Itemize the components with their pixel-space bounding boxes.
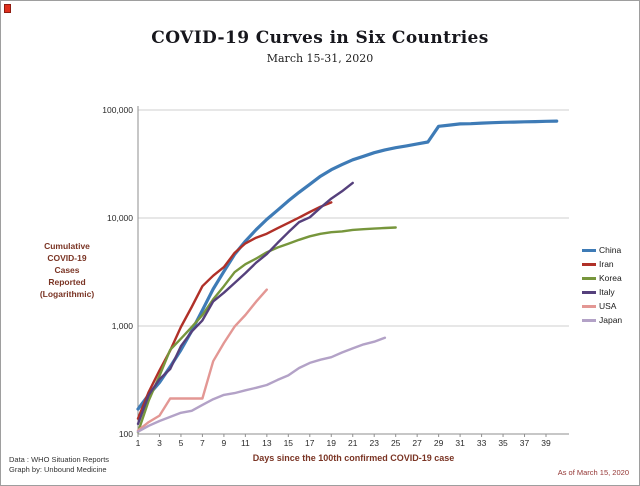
x-tick-label: 27 — [412, 438, 422, 448]
x-tick-label: 37 — [520, 438, 530, 448]
chart-subtitle: March 15-31, 2020 — [266, 52, 374, 65]
y-tick-label: 100 — [119, 429, 133, 439]
y-axis-title-line: Cumulative — [44, 241, 90, 251]
x-tick-label: 7 — [200, 438, 205, 448]
legend-item: Korea — [582, 271, 622, 285]
x-tick-label: 19 — [327, 438, 337, 448]
x-tick-label: 33 — [477, 438, 487, 448]
legend-label: China — [599, 245, 622, 255]
legend-swatch — [582, 262, 596, 266]
y-axis-title-line: Reported — [48, 277, 86, 287]
legend-swatch — [582, 276, 596, 280]
y-axis-title: Cumulative COVID-19 Cases Reported (Loga… — [19, 240, 115, 300]
legend: China Iran Korea Italy USA Japan — [582, 243, 622, 327]
legend-label: Italy — [599, 287, 615, 297]
x-tick-label: 31 — [455, 438, 465, 448]
legend-swatch — [582, 304, 596, 308]
x-tick-label: 35 — [498, 438, 508, 448]
x-tick-label: 39 — [541, 438, 551, 448]
series-line-japan — [136, 336, 387, 433]
y-axis-title-line: COVID-19 — [47, 253, 87, 263]
legend-item: China — [582, 243, 622, 257]
legend-swatch — [582, 290, 596, 294]
legend-label: USA — [599, 301, 617, 311]
series-line-usa — [136, 288, 268, 432]
legend-label: Korea — [599, 273, 622, 283]
x-axis-title: Days since the 100th confirmed COVID-19 … — [252, 453, 455, 463]
legend-label: Iran — [599, 259, 614, 269]
red-corner-marker-icon — [4, 4, 11, 13]
x-tick-label: 25 — [391, 438, 401, 448]
y-axis-title-line: (Logarithmic) — [39, 289, 95, 299]
chart-title: COVID-19 Curves in Six Countries — [151, 28, 489, 48]
legend-swatch — [582, 248, 596, 252]
x-tick-label: 17 — [305, 438, 315, 448]
data-source-line: Data : WHO Situation Reports — [9, 455, 110, 464]
series-line-korea — [136, 226, 397, 434]
y-tick-label: 10,000 — [107, 213, 133, 223]
y-tick-label: 100,000 — [102, 105, 133, 115]
x-tick-label: 9 — [222, 438, 227, 448]
x-tick-label: 13 — [262, 438, 272, 448]
legend-swatch — [582, 318, 596, 322]
x-tick-label: 29 — [434, 438, 444, 448]
x-tick-label: 5 — [179, 438, 184, 448]
data-source-note: Data : WHO Situation Reports Graph by: U… — [9, 455, 109, 475]
series-line-italy — [136, 181, 354, 426]
x-tick-label: 23 — [369, 438, 379, 448]
graph-credit-line: Graph by: Unbound Medicine — [9, 465, 107, 474]
x-tick-label: 11 — [241, 438, 250, 448]
legend-item: USA — [582, 299, 622, 313]
series-line-china — [136, 119, 559, 411]
legend-item: Iran — [582, 257, 622, 271]
x-tick-label: 21 — [348, 438, 358, 448]
legend-item: Italy — [582, 285, 622, 299]
x-tick-label: 15 — [284, 438, 294, 448]
legend-label: Japan — [599, 315, 623, 325]
y-axis-title-line: Cases — [54, 265, 80, 275]
series-line-iran — [136, 201, 333, 420]
legend-item: Japan — [582, 313, 622, 327]
y-tick-label: 1,000 — [112, 321, 134, 331]
x-tick-label: 1 — [136, 438, 141, 448]
x-tick-label: 3 — [157, 438, 162, 448]
as-of-date: As of March 15, 2020 — [557, 468, 629, 477]
